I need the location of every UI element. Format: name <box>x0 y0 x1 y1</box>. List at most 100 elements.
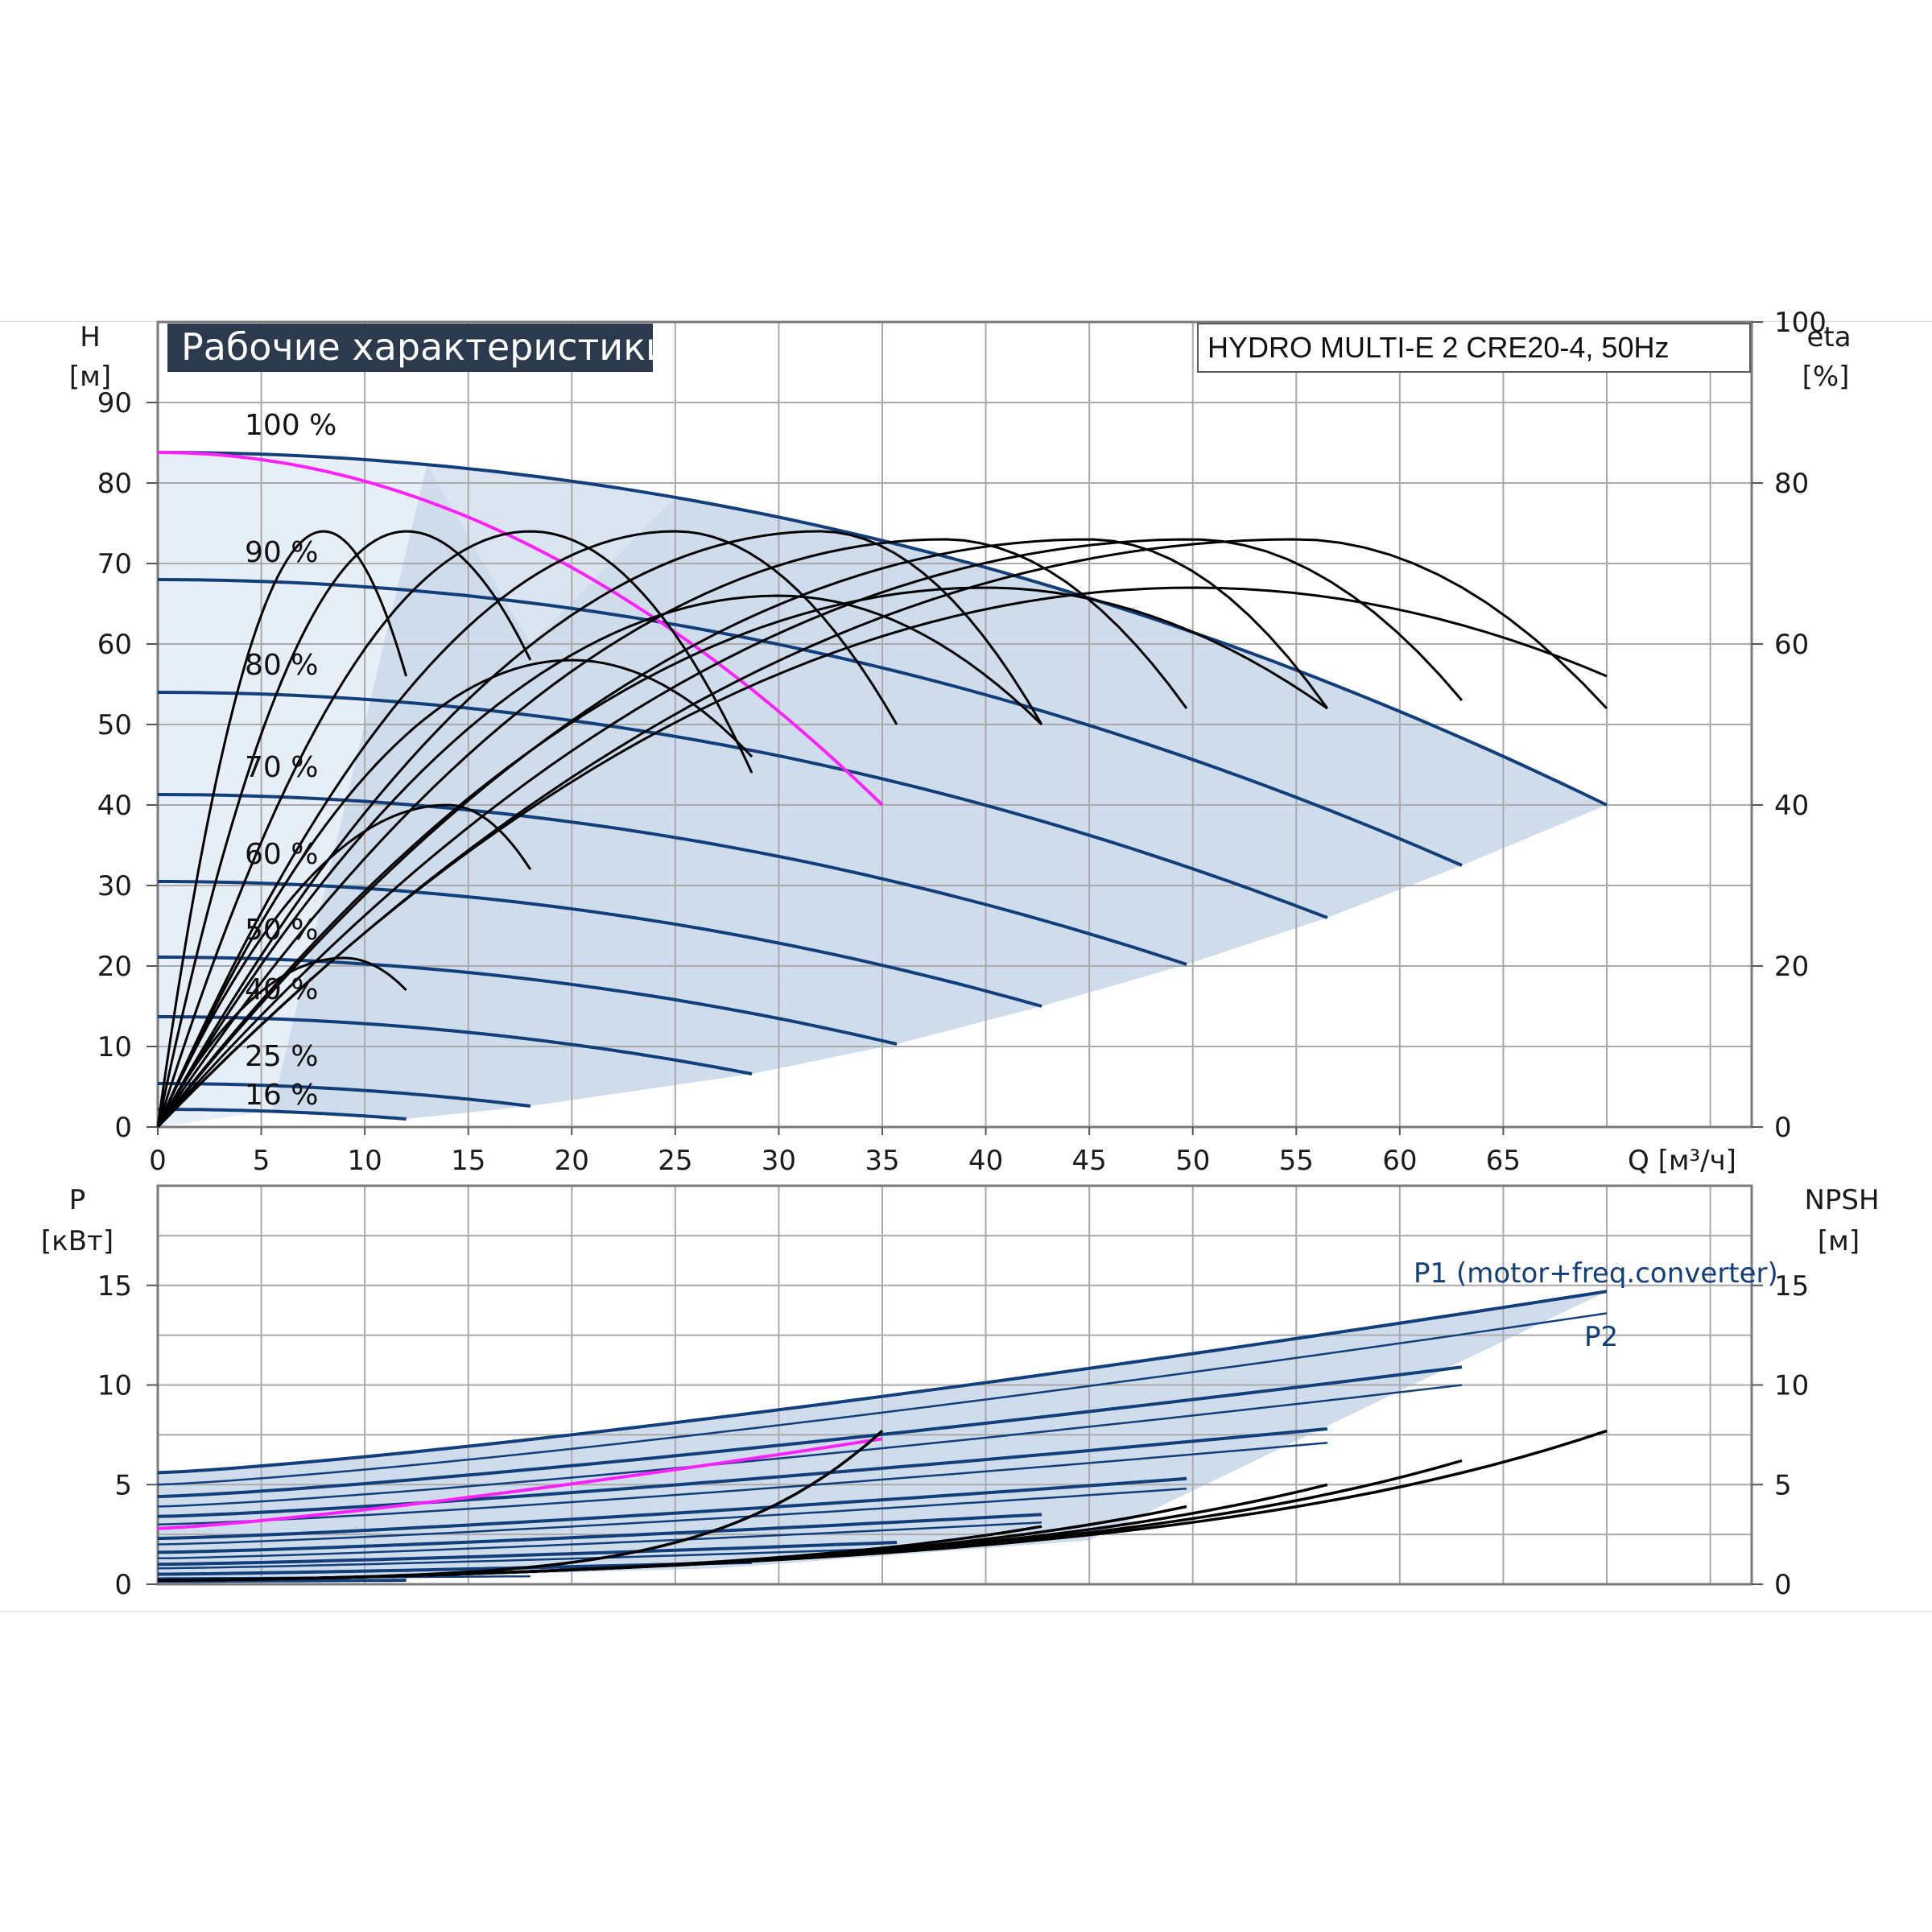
npsh-axis-unit: [м] <box>1818 1225 1860 1257</box>
npsh-axis-label: NPSH <box>1804 1184 1879 1216</box>
speed-label: 90 % <box>245 536 318 569</box>
speed-label: 80 % <box>245 649 318 682</box>
y2-tick-label: 60 <box>1774 629 1809 661</box>
p-tick-label: 15 <box>97 1270 132 1302</box>
eta-curve <box>156 538 1463 1128</box>
npsh-tick-label: 0 <box>1774 1569 1792 1601</box>
bottom-separator <box>0 1611 1932 1612</box>
y-tick-label: 80 <box>97 468 132 500</box>
y-axis-label: H <box>80 321 101 353</box>
p-tick-label: 0 <box>114 1569 132 1601</box>
x-tick-label: 30 <box>762 1145 796 1177</box>
y-tick-label: 90 <box>97 387 132 419</box>
x-tick-label: 40 <box>968 1145 1003 1177</box>
eta-curve <box>156 586 1608 1129</box>
x-tick-label: 25 <box>658 1145 692 1177</box>
eta-curve <box>156 658 753 1128</box>
eta-curve <box>156 594 1043 1128</box>
speed-curve <box>158 1108 407 1121</box>
y2-tick-label: 80 <box>1774 468 1809 500</box>
eta-curve <box>156 530 753 1128</box>
speed-curve <box>158 956 898 1046</box>
power-curve <box>157 1290 1608 1475</box>
eta-curve <box>156 530 898 1128</box>
eta-curve <box>156 538 1188 1128</box>
eta-curve <box>156 586 1328 1128</box>
y-tick-label: 0 <box>114 1112 132 1144</box>
eta-curve <box>156 803 532 1128</box>
y-tick-label: 70 <box>97 548 132 580</box>
power-curve <box>157 1513 1042 1554</box>
head-panel: 100 % 90 % 80 % 70 % 60 % 50 % 40 % 25 % 16 % 0 5… <box>69 307 1852 1177</box>
x-tick-label: 5 <box>253 1145 270 1177</box>
npsh-tick-label: 15 <box>1774 1270 1809 1302</box>
speed-label: 40 % <box>245 973 318 1006</box>
eta-curve <box>156 538 1329 1128</box>
power-curve <box>157 1521 1042 1560</box>
speed-label: 60 % <box>245 838 318 871</box>
y2-axis-label: eta <box>1806 321 1851 353</box>
y-tick-label: 10 <box>97 1031 132 1063</box>
power-panel: 0 5 10 15 0 5 10 15 P [кВт] NPSH [м] P1 (motor+… <box>41 1184 1880 1601</box>
x-tick-label: 55 <box>1279 1145 1314 1177</box>
speed-label: 100 % <box>245 409 336 442</box>
efficiency-curves <box>156 530 1608 1129</box>
y-tick-label: 40 <box>97 790 132 822</box>
title-box <box>167 324 653 372</box>
power-curve <box>157 1442 1328 1526</box>
speed-label: 50 % <box>245 914 318 947</box>
speed-label: 25 % <box>245 1040 318 1073</box>
y-tick-label: 30 <box>97 870 132 902</box>
single-pump-power <box>157 1437 883 1530</box>
power-curve <box>157 1541 898 1567</box>
npsh-curve <box>157 1429 1608 1582</box>
chart-title: Рабочие характеристики <box>181 325 670 369</box>
p-tick-label: 10 <box>97 1370 132 1402</box>
p-axis-unit: [кВт] <box>41 1225 114 1257</box>
x-tick-label: 60 <box>1382 1145 1417 1177</box>
power-curve <box>157 1547 898 1570</box>
p1-label: P1 (motor+freq.converter) <box>1414 1257 1778 1290</box>
model-box <box>1197 323 1751 373</box>
single-pump-curve <box>157 451 884 807</box>
x-tick-label: 20 <box>555 1145 589 1177</box>
head-ticks: 0 5 10 15 20 25 30 35 40 45 50 55 60 65 0 10 20 30 40 50 60 7… <box>97 307 1827 1177</box>
power-curve <box>157 1365 1463 1499</box>
y-tick-label: 60 <box>97 629 132 661</box>
speed-label: 70 % <box>245 751 318 784</box>
x-tick-label: 50 <box>1175 1145 1210 1177</box>
speed-labels: 100 % 90 % 80 % 70 % 60 % 50 % 40 % 25 % 16 % <box>245 409 336 1112</box>
x-tick-label: 65 <box>1486 1145 1521 1177</box>
x-tick-label: 0 <box>149 1145 167 1177</box>
y-tick-label: 20 <box>97 951 132 983</box>
npsh-tick-label: 10 <box>1774 1370 1809 1402</box>
y-axis-unit: [м] <box>69 361 111 393</box>
npsh-tick-label: 5 <box>1774 1469 1792 1501</box>
speed-curve <box>158 880 1042 1008</box>
x-tick-label: 15 <box>451 1145 485 1177</box>
eta-curve <box>156 530 1043 1128</box>
p2-label: P2 <box>1584 1321 1618 1353</box>
y2-tick-label: 0 <box>1774 1112 1792 1144</box>
model-label: HYDRO MULTI-E 2 CRE20-4, 50Hz <box>1208 331 1669 364</box>
eta-curve <box>156 530 532 1128</box>
y-tick-label: 50 <box>97 709 132 741</box>
operating-area-wedge <box>427 464 675 644</box>
p-tick-label: 5 <box>114 1469 132 1501</box>
x-axis-label: Q [м³/ч] <box>1628 1145 1736 1177</box>
speed-curve <box>158 1082 531 1108</box>
eta-curve <box>156 530 408 1128</box>
x-tick-label: 45 <box>1072 1145 1107 1177</box>
power-curve <box>157 1312 1608 1486</box>
speed-label: 16 % <box>245 1079 318 1112</box>
y2-tick-label: 40 <box>1774 790 1809 822</box>
y2-tick-label: 20 <box>1774 951 1809 983</box>
power-curve <box>157 1427 1328 1518</box>
x-tick-label: 10 <box>348 1145 382 1177</box>
power-curve <box>157 1384 1463 1508</box>
power-curve <box>157 1476 1187 1541</box>
power-curve <box>157 1487 1187 1546</box>
x-tick-label: 35 <box>865 1145 899 1177</box>
p-axis-label: P <box>69 1184 86 1216</box>
